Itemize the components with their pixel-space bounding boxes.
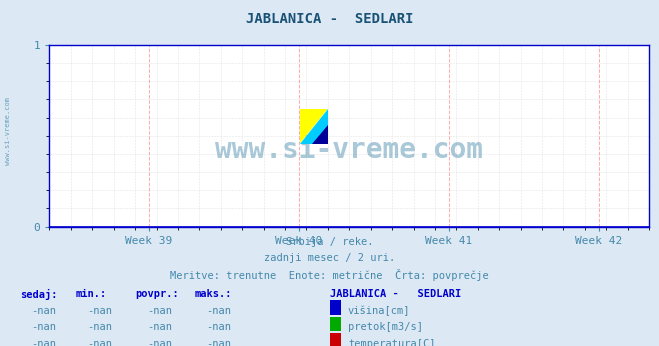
Text: -nan: -nan bbox=[147, 306, 172, 316]
Text: -nan: -nan bbox=[32, 322, 57, 332]
Text: Srbija / reke.: Srbija / reke. bbox=[286, 237, 373, 247]
Text: www.si-vreme.com: www.si-vreme.com bbox=[5, 98, 11, 165]
Text: min.:: min.: bbox=[76, 289, 107, 299]
Text: temperatura[C]: temperatura[C] bbox=[348, 339, 436, 346]
Text: zadnji mesec / 2 uri.: zadnji mesec / 2 uri. bbox=[264, 253, 395, 263]
Text: povpr.:: povpr.: bbox=[135, 289, 179, 299]
Text: -nan: -nan bbox=[147, 322, 172, 332]
Text: -nan: -nan bbox=[88, 339, 113, 346]
Text: sedaj:: sedaj: bbox=[20, 289, 57, 300]
Text: -nan: -nan bbox=[206, 322, 231, 332]
Text: -nan: -nan bbox=[32, 339, 57, 346]
Text: maks.:: maks.: bbox=[194, 289, 232, 299]
Text: www.si-vreme.com: www.si-vreme.com bbox=[215, 136, 483, 164]
Text: -nan: -nan bbox=[206, 339, 231, 346]
Text: -nan: -nan bbox=[88, 306, 113, 316]
Polygon shape bbox=[300, 109, 328, 144]
Text: -nan: -nan bbox=[147, 339, 172, 346]
Text: pretok[m3/s]: pretok[m3/s] bbox=[348, 322, 423, 332]
Text: višina[cm]: višina[cm] bbox=[348, 306, 411, 316]
Text: -nan: -nan bbox=[206, 306, 231, 316]
Text: Meritve: trenutne  Enote: metrične  Črta: povprečje: Meritve: trenutne Enote: metrične Črta: … bbox=[170, 269, 489, 281]
Text: JABLANICA -   SEDLARI: JABLANICA - SEDLARI bbox=[330, 289, 461, 299]
Polygon shape bbox=[312, 125, 328, 144]
Text: JABLANICA -  SEDLARI: JABLANICA - SEDLARI bbox=[246, 12, 413, 26]
Text: -nan: -nan bbox=[88, 322, 113, 332]
Polygon shape bbox=[300, 109, 328, 144]
Text: -nan: -nan bbox=[32, 306, 57, 316]
